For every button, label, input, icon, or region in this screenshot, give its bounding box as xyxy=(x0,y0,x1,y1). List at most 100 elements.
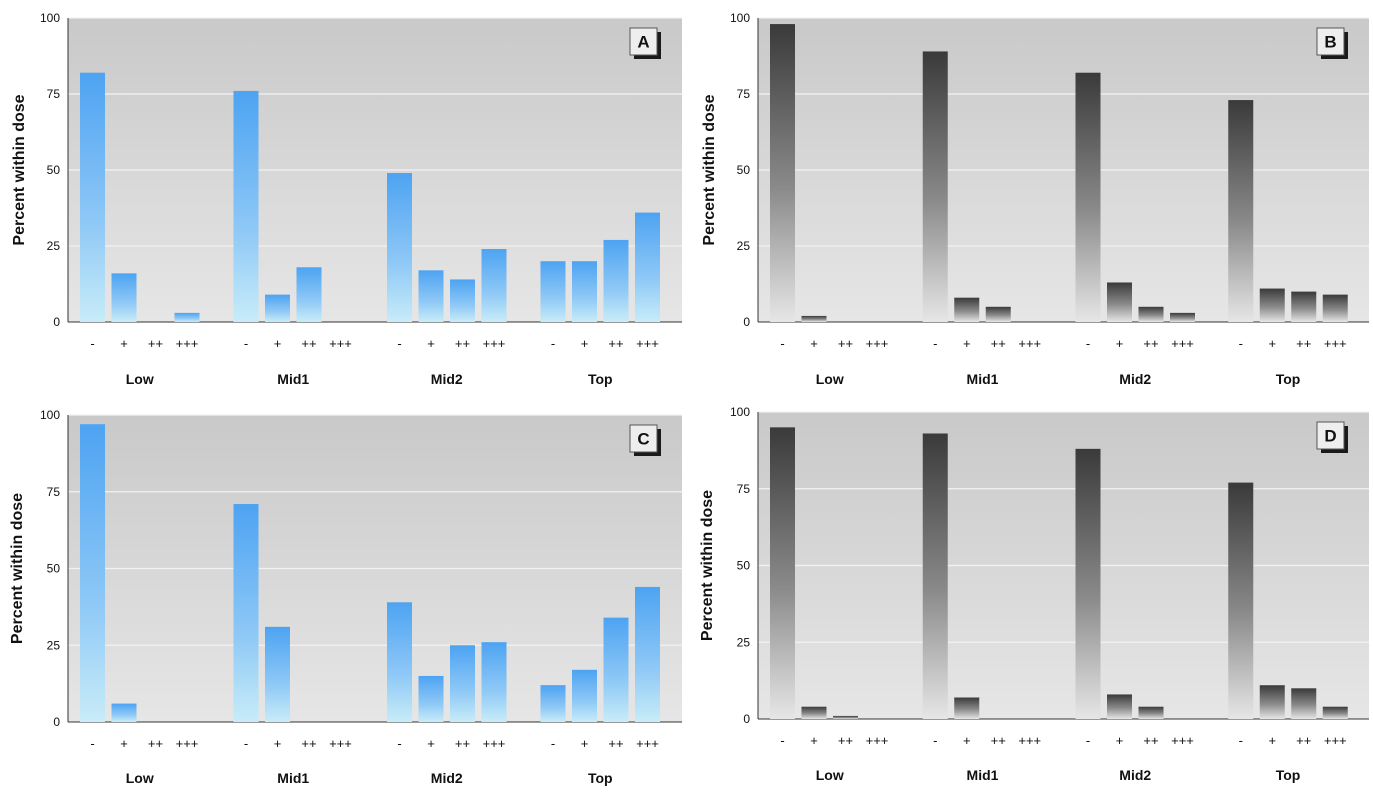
bar-mid1-2 xyxy=(296,267,322,322)
y-tick-label: 100 xyxy=(730,11,750,25)
y-axis-label: Percent within dose xyxy=(699,490,716,641)
bar-top-3 xyxy=(635,212,660,322)
x-category-label: - xyxy=(933,733,937,748)
bar-low-0 xyxy=(80,424,105,722)
bar-top-3 xyxy=(1322,706,1348,719)
panel-label-box xyxy=(1316,27,1345,56)
x-category-label: ++ xyxy=(1296,733,1311,748)
x-group-label: Low xyxy=(816,371,844,387)
x-category-label: + xyxy=(1268,336,1276,351)
x-category-label: + xyxy=(427,336,435,351)
y-tick-label: 0 xyxy=(53,315,60,329)
y-tick-label: 50 xyxy=(737,559,751,573)
bar-mid2-1 xyxy=(418,270,444,322)
x-category-label: + xyxy=(274,736,282,751)
bar-top-1 xyxy=(572,669,597,722)
bar-low-1 xyxy=(801,706,827,719)
x-category-label: - xyxy=(244,336,248,351)
x-category-label: ++ xyxy=(838,733,853,748)
x-category-label: + xyxy=(120,336,128,351)
y-tick-label: 25 xyxy=(47,239,61,253)
y-tick-label: 25 xyxy=(737,239,751,253)
panel-label-box xyxy=(1316,421,1345,450)
bar-top-0 xyxy=(1228,100,1254,322)
bar-low-0 xyxy=(770,427,795,719)
y-tick-label: 50 xyxy=(737,163,751,177)
x-category-label: + xyxy=(581,336,589,351)
x-category-label: + xyxy=(1116,336,1124,351)
x-category-label: +++ xyxy=(176,736,199,751)
bar-top-0 xyxy=(540,261,566,322)
bar-mid2-0 xyxy=(1075,448,1101,719)
x-category-label: +++ xyxy=(483,736,506,751)
y-tick-label: 100 xyxy=(730,405,750,419)
bar-mid2-0 xyxy=(387,173,412,322)
y-tick-label: 75 xyxy=(737,482,751,496)
x-category-label: ++ xyxy=(148,336,163,351)
x-category-label: - xyxy=(1086,733,1090,748)
x-category-label: +++ xyxy=(1324,336,1347,351)
bar-mid2-1 xyxy=(1107,282,1132,322)
x-group-label: Mid1 xyxy=(967,767,999,783)
bar-mid2-1 xyxy=(418,675,444,722)
y-tick-label: 0 xyxy=(743,712,750,726)
chart-panel-b: 0 25 50 75 100 Percent within dose - + ++ +++ Low -… xyxy=(690,0,1373,393)
y-axis-label: Percent within dose xyxy=(9,493,26,644)
bar-mid2-0 xyxy=(1075,72,1101,322)
y-axis-label: Percent within dose xyxy=(701,94,718,245)
x-category-label: ++ xyxy=(838,336,853,351)
x-category-label: - xyxy=(780,733,784,748)
y-axis-label: Percent within dose xyxy=(11,94,28,245)
bar-low-1 xyxy=(111,273,137,322)
x-category-label: + xyxy=(810,336,818,351)
bar-mid1-1 xyxy=(954,297,980,322)
x-category-label: ++ xyxy=(455,736,470,751)
y-tick-label: 50 xyxy=(47,562,61,576)
bar-top-3 xyxy=(1322,294,1348,322)
x-group-label: Top xyxy=(1276,767,1301,783)
x-category-label: ++ xyxy=(1143,336,1158,351)
x-category-label: - xyxy=(90,336,94,351)
x-category-label: ++ xyxy=(455,336,470,351)
x-category-label: ++ xyxy=(1296,336,1311,351)
x-category-label: - xyxy=(1086,336,1090,351)
x-group-label: Low xyxy=(126,371,154,387)
bar-mid1-2 xyxy=(985,306,1011,322)
bar-top-1 xyxy=(1259,685,1285,719)
x-category-label: +++ xyxy=(1018,336,1041,351)
y-tick-label: 100 xyxy=(40,11,60,25)
x-group-label: Mid2 xyxy=(1119,767,1151,783)
x-category-label: - xyxy=(244,736,248,751)
x-group-label: Mid1 xyxy=(277,770,309,786)
x-category-label: - xyxy=(1239,733,1243,748)
x-category-label: +++ xyxy=(636,736,659,751)
x-category-label: - xyxy=(551,336,555,351)
bar-low-0 xyxy=(770,24,795,323)
bar-mid2-2 xyxy=(1138,306,1164,322)
x-category-label: - xyxy=(1239,336,1243,351)
y-tick-label: 0 xyxy=(743,315,750,329)
x-category-label: ++ xyxy=(991,733,1006,748)
panel-label-box xyxy=(629,27,658,56)
bar-mid2-2 xyxy=(450,645,475,722)
x-category-label: +++ xyxy=(866,336,889,351)
x-category-label: +++ xyxy=(1171,336,1194,351)
x-category-label: + xyxy=(581,736,589,751)
chart-panel-a: 0 25 50 75 100 Percent within dose - + ++ +++ Low -… xyxy=(0,0,686,393)
x-category-label: +++ xyxy=(176,336,199,351)
y-tick-label: 75 xyxy=(47,87,61,101)
bar-top-2 xyxy=(603,239,629,322)
x-category-label: ++ xyxy=(608,736,623,751)
x-group-label: Top xyxy=(1276,371,1301,387)
y-tick-label: 25 xyxy=(47,638,61,652)
bar-mid2-1 xyxy=(1107,694,1132,719)
bar-top-3 xyxy=(635,586,660,722)
bar-mid1-1 xyxy=(954,697,980,719)
bar-top-0 xyxy=(540,685,566,722)
x-category-label: + xyxy=(1268,733,1276,748)
x-category-label: ++ xyxy=(1143,733,1158,748)
bar-mid2-2 xyxy=(1138,706,1164,719)
panel-label: B xyxy=(1324,33,1336,52)
y-tick-label: 50 xyxy=(47,163,61,177)
bar-low-1 xyxy=(111,703,137,722)
